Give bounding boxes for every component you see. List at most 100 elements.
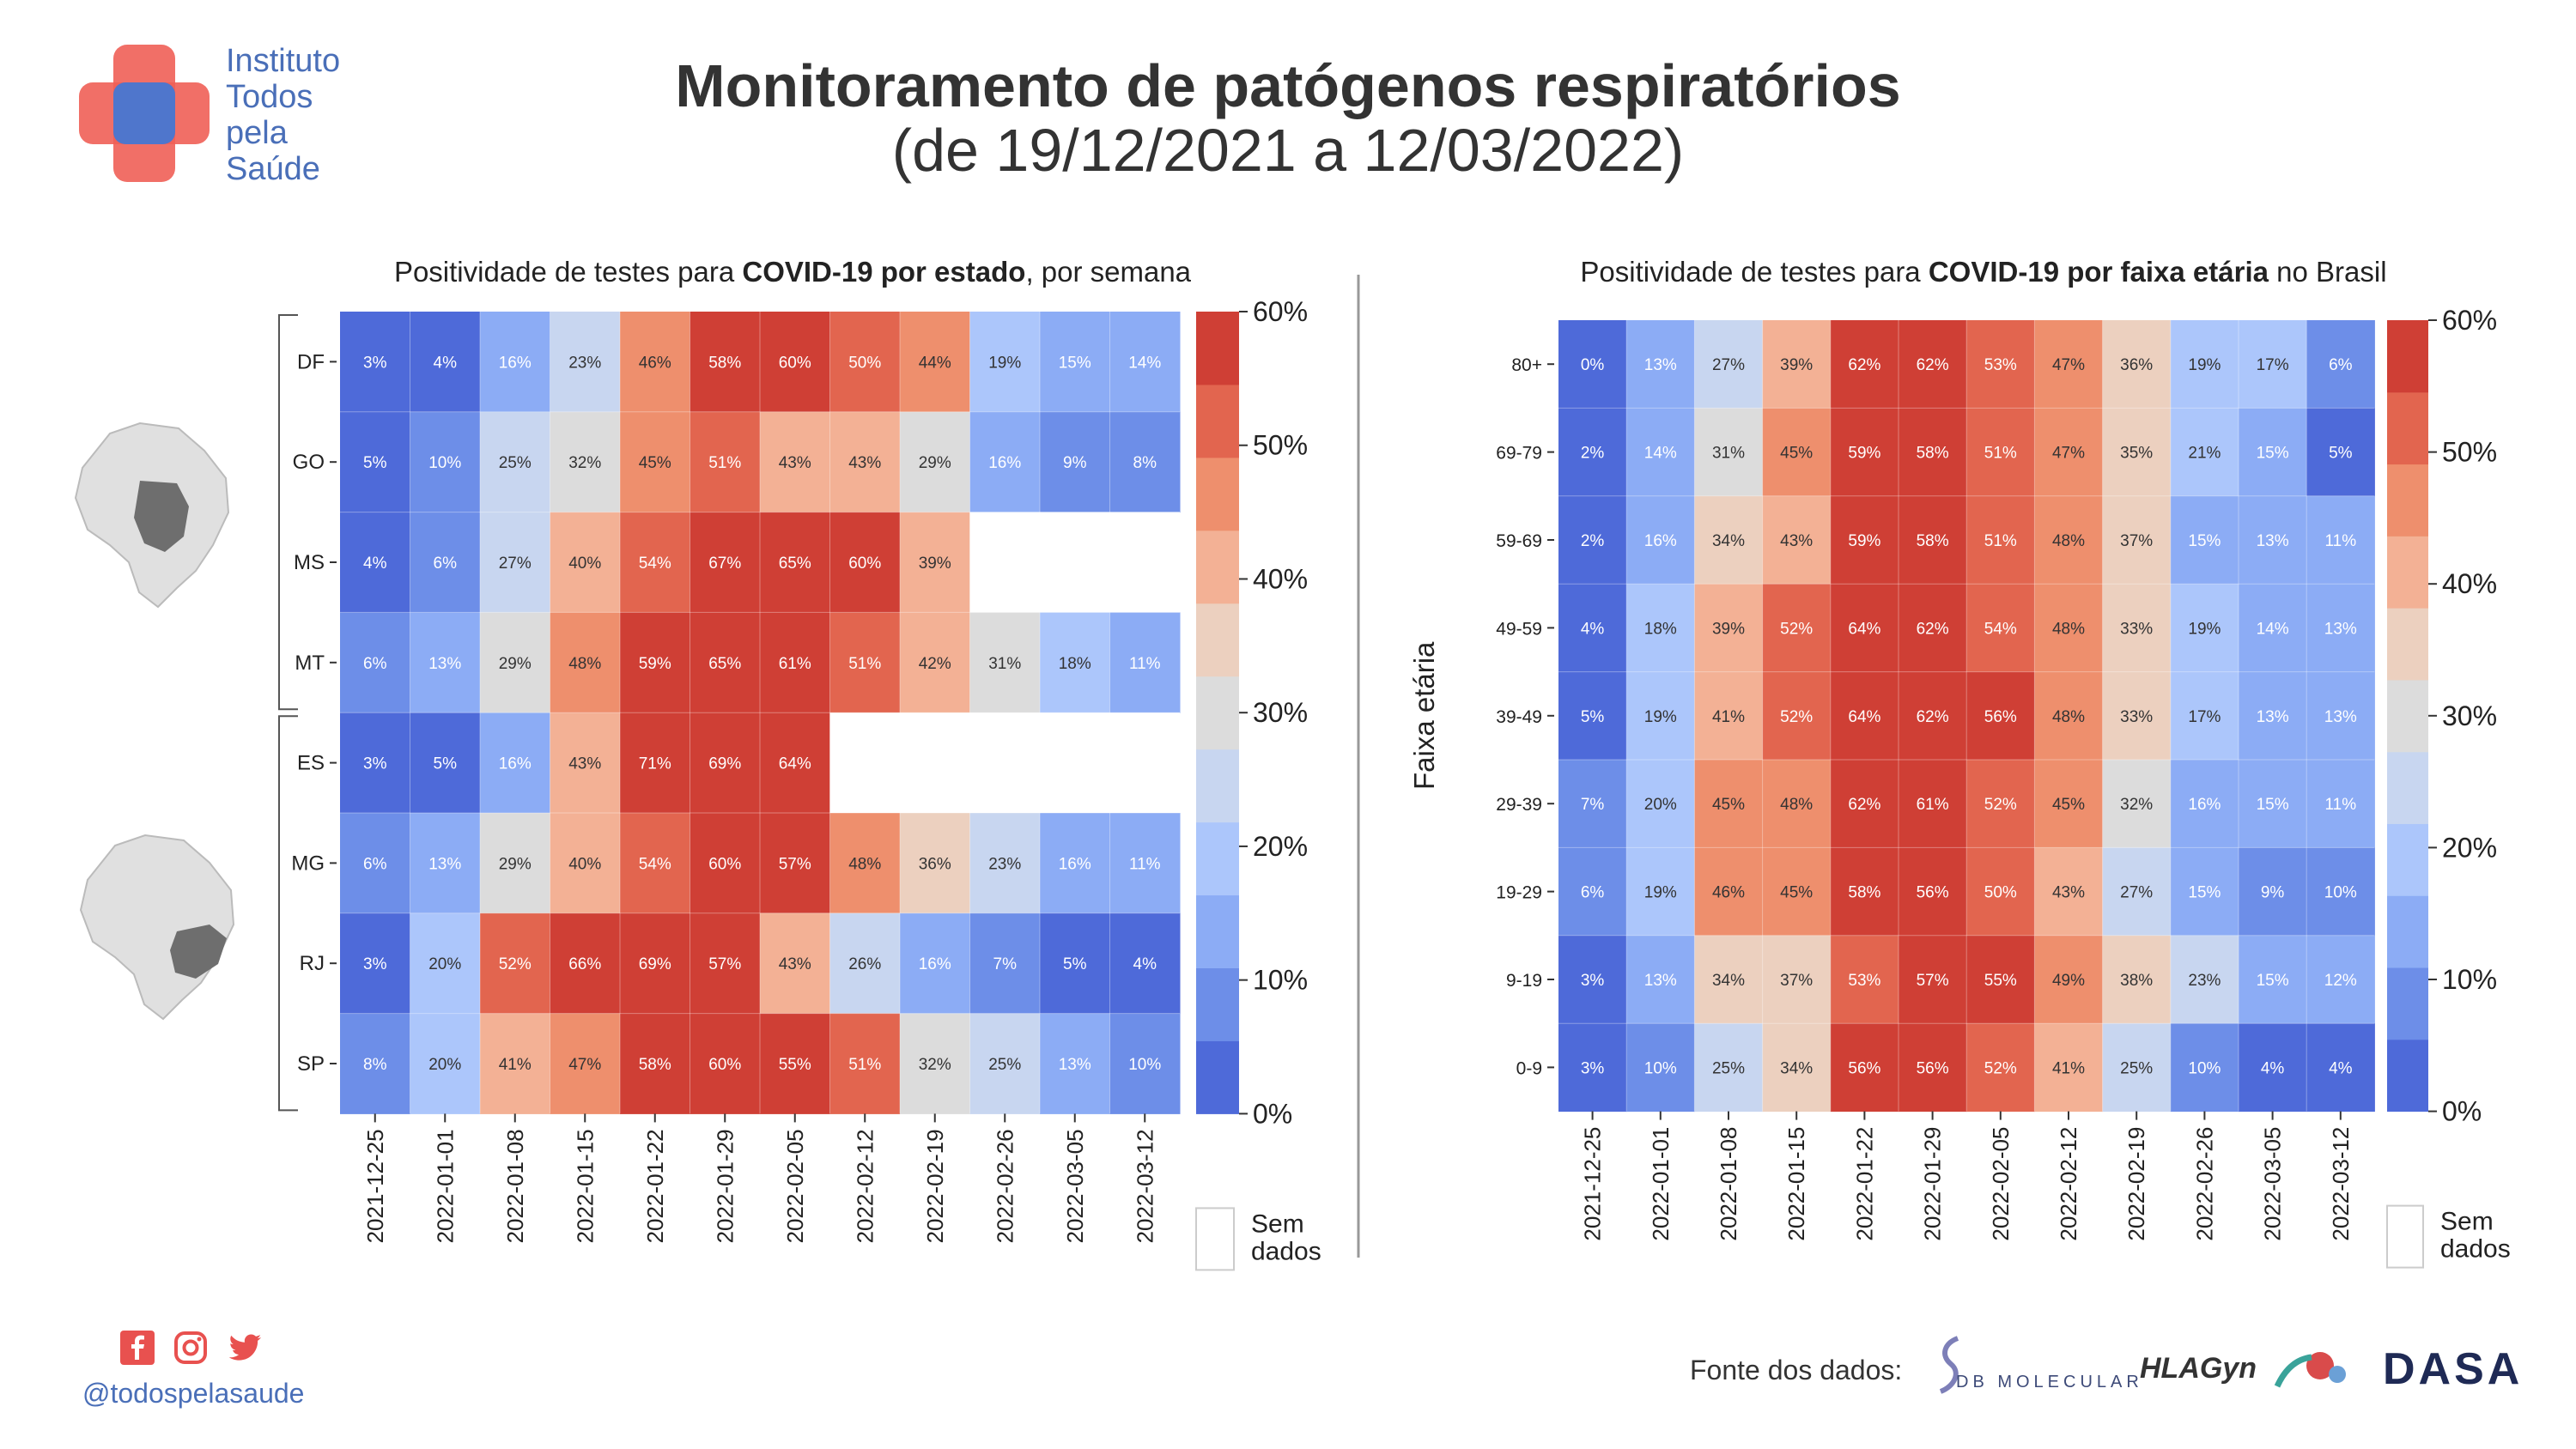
heatmap-cell: [620, 813, 690, 914]
heatmap-cell: [2306, 584, 2375, 673]
heatmap-cell: [550, 912, 621, 1015]
cell-value-label: 52%: [1984, 1059, 2017, 1077]
cell-value-label: 19%: [1644, 884, 1677, 902]
cell-value-label: 19%: [1644, 708, 1677, 726]
heatmap-cell: [1694, 935, 1764, 1024]
heatmap-cell: [1966, 935, 2035, 1024]
heatmap-cell: [1762, 495, 1832, 585]
social-handle[interactable]: @todospelasaude: [82, 1378, 305, 1409]
heatmap-cell: [2239, 1023, 2307, 1113]
colorbar-tick-label: 40%: [2442, 568, 2497, 599]
cell-value-label: 29%: [499, 855, 532, 873]
cell-value-label: 39%: [919, 555, 951, 573]
twitter-icon[interactable]: [228, 1331, 263, 1365]
cell-value-label: 46%: [639, 354, 671, 372]
heatmap-cell: [1109, 411, 1181, 513]
heatmap-cell: [760, 411, 830, 513]
heatmap-cell: [1558, 320, 1627, 409]
cell-value-label: 14%: [1644, 445, 1677, 463]
colorbar-segment: [2387, 823, 2428, 896]
cell-value-label: 46%: [1712, 884, 1745, 902]
cell-value-label: 9%: [2261, 884, 2285, 902]
heatmap-cell: [1694, 847, 1764, 937]
heatmap-cell: [1830, 495, 1899, 585]
x-tick-label: 2021-12-25: [1580, 1127, 1606, 1241]
cell-value-label: 45%: [1780, 884, 1813, 902]
heatmap-cell: [829, 912, 901, 1015]
instagram-icon[interactable]: [173, 1331, 208, 1365]
heatmap-cell: [550, 712, 621, 814]
heatmap-cell: [900, 612, 970, 713]
cell-value-label: 48%: [1780, 796, 1813, 814]
heatmap-cell: [1830, 320, 1899, 409]
heatmap-cell: [1966, 671, 2035, 761]
heatmap-cell: [1558, 671, 1627, 761]
y-tick-label: RJ: [300, 952, 325, 975]
heatmap-cell: [1966, 408, 2035, 497]
missing-data-swatch: [1195, 1207, 1235, 1271]
cell-value-label: 41%: [2052, 1059, 2085, 1077]
heatmap-cell: [1694, 408, 1764, 497]
heatmap-cell: [1626, 760, 1695, 848]
cell-value-label: 8%: [363, 1056, 387, 1074]
panel-title-part: , por semana: [1025, 256, 1191, 288]
heatmap-cell: [1040, 411, 1110, 513]
heatmap-cell: [410, 912, 481, 1015]
cell-value-label: 3%: [1581, 972, 1605, 990]
cell-value-label: 25%: [1712, 1059, 1745, 1077]
heatmap-cell: [900, 512, 970, 613]
cell-value-label: 4%: [434, 354, 458, 372]
heatmap-cell: [1694, 584, 1764, 673]
cell-value-label: 27%: [2120, 884, 2153, 902]
cell-value-label: 52%: [1984, 796, 2017, 814]
y-tick-label: 0-9: [1516, 1058, 1542, 1078]
cell-value-label: 16%: [1059, 855, 1091, 873]
missing-data-label: dados: [1251, 1237, 1321, 1265]
heatmap-cell: [550, 1013, 621, 1114]
y-tick-label: 19-29: [1496, 883, 1542, 903]
facebook-icon[interactable]: [120, 1331, 155, 1365]
x-tick-label: 2022-02-26: [992, 1129, 1018, 1243]
heatmap-cell: [2102, 847, 2172, 937]
heatmap-cell: [1899, 320, 1967, 409]
cell-value-label: 33%: [2120, 620, 2153, 638]
heatmap-cell: [1040, 312, 1110, 413]
partner-name: HLAGyn: [2140, 1352, 2257, 1385]
heatmap-cell: [2306, 671, 2375, 761]
y-tick-label: MT: [295, 652, 325, 675]
cell-value-label: 11%: [1129, 855, 1161, 873]
heatmap-cell: [2102, 1023, 2172, 1113]
cell-value-label: 41%: [499, 1056, 532, 1074]
cell-value-label: 50%: [848, 354, 881, 372]
heatmap-cell: [1966, 320, 2035, 409]
cell-value-label: 23%: [568, 354, 601, 372]
cell-value-label: 6%: [363, 655, 387, 673]
cell-value-label: 71%: [639, 755, 671, 773]
x-tick-label: 2022-03-05: [2260, 1127, 2286, 1241]
heatmap-cell: [620, 612, 690, 713]
cell-value-label: 62%: [1917, 620, 1949, 638]
heatmap-cell: [1762, 760, 1832, 848]
cell-value-label: 62%: [1848, 356, 1880, 374]
cell-value-label: 56%: [1984, 708, 2017, 726]
cell-value-label: 15%: [2257, 972, 2289, 990]
group-bracket: [278, 715, 298, 1112]
heatmap-cell: [2102, 935, 2172, 1024]
cell-value-label: 13%: [428, 855, 461, 873]
x-tick-label: 2022-01-15: [572, 1129, 598, 1243]
x-tick-label: 2022-02-19: [2123, 1127, 2149, 1241]
missing-data-label: Sem: [1251, 1210, 1304, 1238]
cell-value-label: 35%: [2120, 445, 2153, 463]
cell-value-label: 6%: [434, 555, 458, 573]
cell-value-label: 34%: [1780, 1059, 1813, 1077]
panel-title-part: Positividade de testes para: [394, 256, 742, 288]
cell-value-label: 53%: [1848, 972, 1880, 990]
panel-title-part: COVID-19 por faixa etária: [1929, 256, 2269, 288]
heatmap-cell: [1762, 1023, 1832, 1113]
heatmap-cell: [1830, 847, 1899, 937]
heatmap-cell: [2239, 671, 2307, 761]
cell-value-label: 40%: [568, 555, 601, 573]
heatmap-cell: [2239, 935, 2307, 1024]
heatmap-cell: [480, 512, 550, 613]
x-tick-label: 2022-02-12: [852, 1129, 878, 1243]
